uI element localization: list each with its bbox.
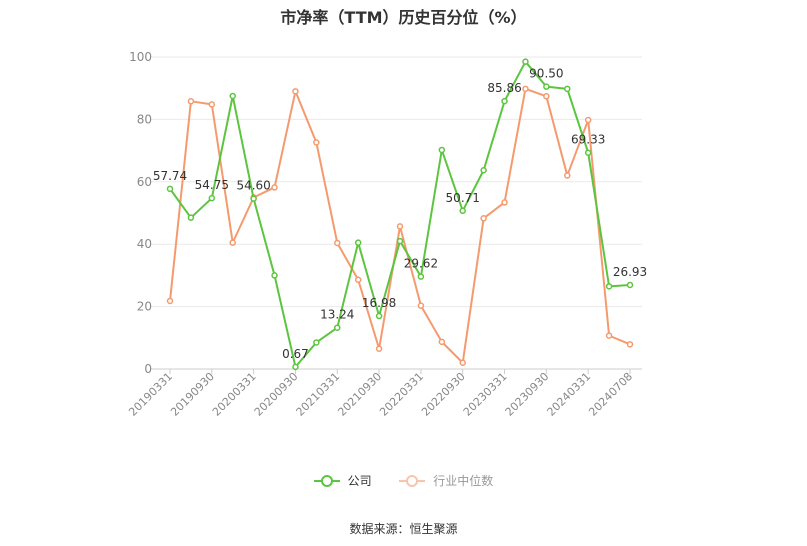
x-tick-label: 20220930 bbox=[419, 370, 468, 419]
data-point bbox=[564, 172, 571, 179]
y-tick-label: 20 bbox=[137, 300, 152, 314]
data-point bbox=[354, 239, 362, 246]
data-point bbox=[626, 281, 634, 289]
data-label: 26.93 bbox=[613, 265, 647, 279]
data-point bbox=[187, 214, 195, 221]
data-point bbox=[459, 359, 466, 367]
data-point bbox=[605, 332, 613, 339]
data-point bbox=[396, 237, 404, 245]
data-point bbox=[522, 85, 529, 93]
legend-item-company[interactable]: 公司 bbox=[313, 472, 372, 489]
y-tick-label: 80 bbox=[137, 112, 152, 126]
data-point bbox=[501, 199, 508, 206]
data-point bbox=[208, 194, 216, 202]
x-tick-label: 20190930 bbox=[168, 370, 217, 419]
data-point bbox=[313, 339, 320, 346]
data-label: 90.50 bbox=[529, 67, 563, 81]
x-tick-label: 20200930 bbox=[252, 370, 301, 419]
legend-swatch-industry-median bbox=[399, 474, 426, 487]
x-tick-label: 20200331 bbox=[210, 370, 259, 419]
x-tick-label: 20210930 bbox=[335, 370, 384, 419]
data-point bbox=[166, 185, 174, 193]
data-label: 0.67 bbox=[282, 347, 309, 361]
data-label: 29.62 bbox=[404, 257, 438, 271]
data-label: 57.74 bbox=[153, 169, 187, 183]
data-point bbox=[543, 93, 550, 100]
data-point bbox=[292, 88, 299, 95]
data-point bbox=[271, 184, 278, 191]
chart-title: 市净率（TTM）历史百分位（%） bbox=[280, 8, 527, 27]
legend-label-industry-median: 行业中位数 bbox=[433, 474, 494, 488]
x-tick-label: 20230930 bbox=[503, 370, 552, 419]
data-point bbox=[438, 338, 446, 346]
legend-item-industry-median[interactable]: 行业中位数 bbox=[399, 472, 493, 489]
data-point bbox=[584, 149, 592, 156]
data-point bbox=[396, 223, 404, 230]
data-point bbox=[438, 146, 446, 154]
data-label: 69.33 bbox=[571, 133, 605, 147]
data-point bbox=[501, 97, 508, 105]
data-label: 54.75 bbox=[195, 178, 229, 192]
data-point bbox=[166, 297, 174, 305]
data-point bbox=[208, 101, 216, 108]
y-tick-label: 0 bbox=[144, 362, 152, 376]
legend: 公司 行业中位数 bbox=[0, 472, 807, 489]
data-point bbox=[271, 272, 278, 279]
data-point bbox=[375, 345, 383, 352]
data-label: 85.86 bbox=[487, 81, 521, 95]
data-point bbox=[313, 139, 320, 146]
data-point bbox=[250, 195, 257, 202]
data-point bbox=[292, 363, 299, 371]
data-point bbox=[480, 167, 487, 174]
data-label: 16.98 bbox=[362, 296, 396, 310]
y-tick-label: 40 bbox=[137, 237, 152, 251]
data-point bbox=[229, 239, 236, 246]
x-tick-label: 20240331 bbox=[545, 370, 594, 419]
data-point bbox=[459, 207, 466, 215]
data-point bbox=[480, 215, 487, 222]
data-point bbox=[354, 276, 362, 284]
y-tick-label: 60 bbox=[137, 175, 152, 189]
y-tick-label: 100 bbox=[129, 50, 152, 64]
x-tick-label: 20210331 bbox=[294, 370, 343, 419]
data-point bbox=[187, 98, 195, 105]
x-tick-label: 20230331 bbox=[461, 370, 510, 419]
x-tick-label: 20240708 bbox=[586, 370, 635, 419]
x-tick-label: 20220331 bbox=[377, 370, 426, 419]
data-point bbox=[564, 85, 571, 93]
data-point bbox=[626, 341, 634, 348]
data-point bbox=[334, 239, 341, 247]
data-point bbox=[543, 83, 550, 90]
data-point bbox=[417, 302, 425, 309]
data-label: 50.71 bbox=[446, 191, 480, 205]
data-point bbox=[584, 116, 592, 124]
source-note: 数据来源：恒生聚源 bbox=[349, 522, 458, 536]
data-point bbox=[417, 273, 425, 280]
data-label: 54.60 bbox=[236, 179, 270, 193]
data-point bbox=[605, 283, 613, 290]
data-point bbox=[375, 312, 383, 320]
series-line-0 bbox=[169, 60, 631, 368]
data-point bbox=[334, 324, 341, 331]
data-point bbox=[229, 92, 236, 100]
x-tick-label: 20190331 bbox=[126, 370, 175, 419]
legend-swatch-company bbox=[313, 474, 340, 487]
data-point bbox=[522, 58, 529, 65]
legend-label-company: 公司 bbox=[347, 474, 372, 488]
data-label: 13.24 bbox=[320, 308, 354, 322]
